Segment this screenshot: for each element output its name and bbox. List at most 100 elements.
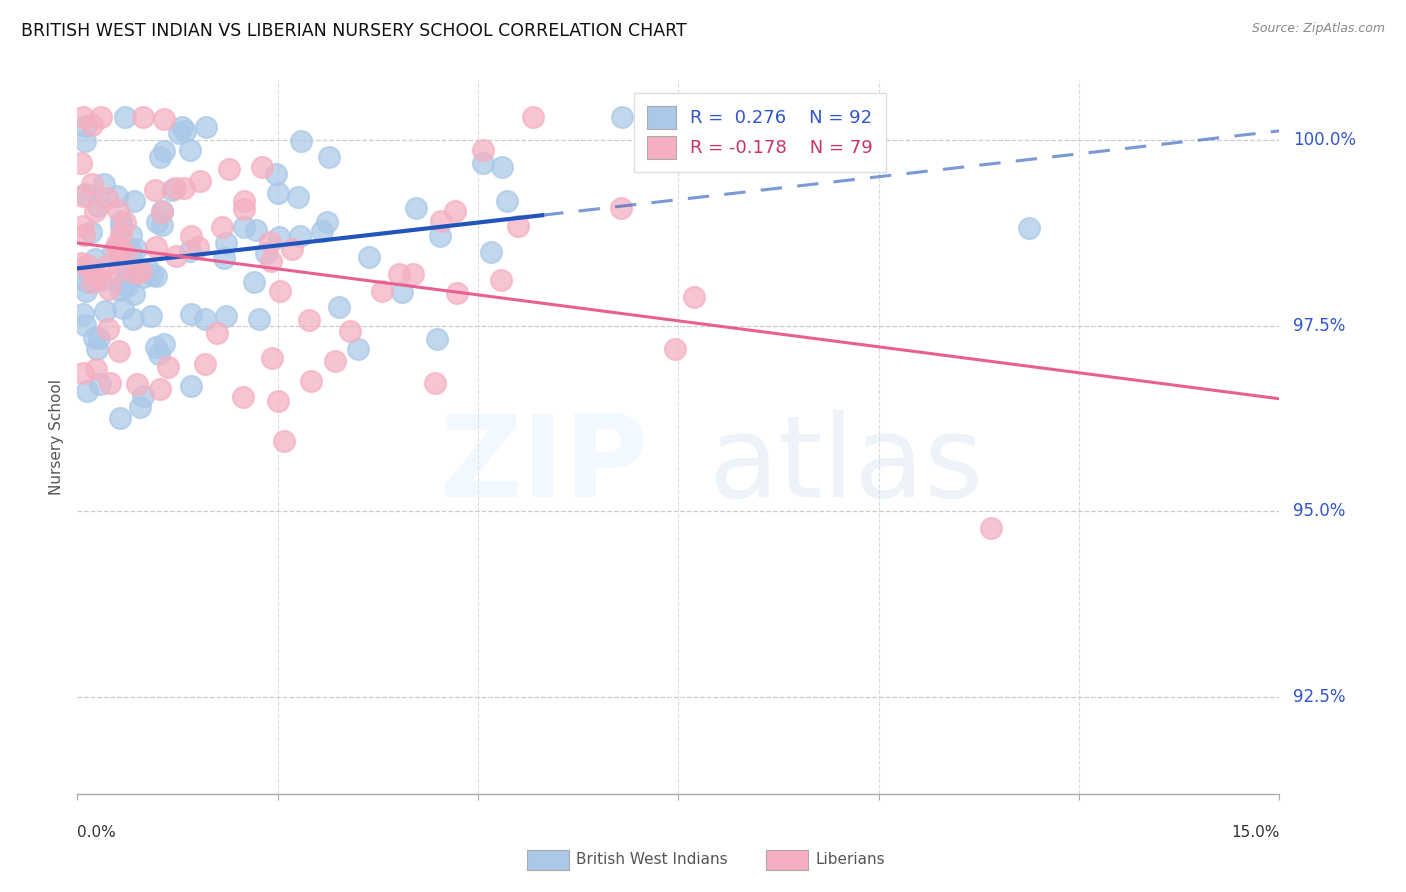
Point xyxy=(112,277,135,292)
Point xyxy=(73,134,96,148)
Point xyxy=(506,219,529,233)
Text: 0.0%: 0.0% xyxy=(77,825,117,840)
Point xyxy=(299,374,322,388)
Point xyxy=(75,120,97,134)
Point xyxy=(167,126,190,140)
Point xyxy=(242,275,264,289)
Point xyxy=(97,282,120,296)
Point xyxy=(233,194,256,209)
Point xyxy=(165,249,187,263)
Point xyxy=(682,290,704,304)
Point xyxy=(269,284,291,298)
Point xyxy=(90,273,112,287)
Point xyxy=(121,311,143,326)
Point xyxy=(429,214,451,228)
Point xyxy=(298,313,321,327)
Point xyxy=(87,199,110,213)
Text: 95.0%: 95.0% xyxy=(1294,502,1346,520)
Point xyxy=(148,347,170,361)
Point xyxy=(83,331,105,345)
Point xyxy=(179,244,201,258)
Point xyxy=(107,202,129,217)
Point xyxy=(214,236,236,251)
Point xyxy=(1018,220,1040,235)
Point xyxy=(145,340,167,354)
Point xyxy=(120,227,142,242)
Point xyxy=(495,194,517,208)
Point xyxy=(429,229,451,244)
Point xyxy=(145,214,167,228)
Text: 100.0%: 100.0% xyxy=(1294,131,1357,149)
Point xyxy=(108,243,131,257)
Point xyxy=(70,261,93,276)
Point xyxy=(75,284,97,298)
Point xyxy=(72,111,94,125)
Text: 15.0%: 15.0% xyxy=(1232,825,1279,840)
Point xyxy=(471,156,494,170)
Point xyxy=(110,283,132,297)
Point xyxy=(357,250,380,264)
Point xyxy=(114,246,136,260)
Point xyxy=(112,301,135,315)
Point xyxy=(72,307,94,321)
Point xyxy=(339,324,361,338)
Text: British West Indians: British West Indians xyxy=(576,853,728,867)
Point xyxy=(232,219,254,234)
Point xyxy=(89,111,111,125)
Point xyxy=(70,256,93,270)
Point xyxy=(180,379,202,393)
Point xyxy=(72,367,94,381)
Point xyxy=(141,268,163,283)
Point xyxy=(267,394,290,409)
Point xyxy=(267,186,290,201)
Point xyxy=(83,252,105,267)
Point xyxy=(114,215,136,229)
Point xyxy=(194,312,217,326)
Point xyxy=(72,188,94,202)
Point xyxy=(70,156,93,170)
Point xyxy=(110,227,132,241)
Text: BRITISH WEST INDIAN VS LIBERIAN NURSERY SCHOOL CORRELATION CHART: BRITISH WEST INDIAN VS LIBERIAN NURSERY … xyxy=(21,22,688,40)
Point xyxy=(264,167,287,181)
Point xyxy=(402,267,425,281)
Point xyxy=(153,337,176,351)
Point xyxy=(76,384,98,399)
Point xyxy=(153,145,176,159)
Point xyxy=(117,260,139,275)
Point xyxy=(79,225,101,239)
Point xyxy=(136,261,159,276)
Point xyxy=(489,273,512,287)
Point xyxy=(120,245,142,260)
Point xyxy=(522,111,544,125)
Point xyxy=(259,235,281,250)
Point xyxy=(472,143,495,157)
Point xyxy=(165,181,187,195)
Point xyxy=(269,230,291,244)
Point xyxy=(131,270,153,285)
Point xyxy=(86,342,108,356)
Point xyxy=(180,307,202,321)
Point xyxy=(405,201,427,215)
Point xyxy=(174,124,197,138)
Point xyxy=(156,360,179,375)
Point xyxy=(150,219,173,233)
Point xyxy=(84,362,107,376)
Point xyxy=(129,264,152,278)
Point xyxy=(254,245,277,260)
Point xyxy=(145,240,167,254)
Point xyxy=(247,311,270,326)
Point xyxy=(323,353,346,368)
Point xyxy=(245,223,267,237)
Point xyxy=(664,342,686,356)
Point xyxy=(288,229,311,244)
Point xyxy=(96,191,118,205)
Point xyxy=(105,237,128,252)
Point xyxy=(94,303,117,318)
Point xyxy=(187,239,209,253)
Point xyxy=(87,331,110,345)
Point xyxy=(215,309,238,323)
Point xyxy=(124,194,146,208)
Point xyxy=(610,201,633,215)
Point xyxy=(107,344,129,359)
Text: Source: ZipAtlas.com: Source: ZipAtlas.com xyxy=(1251,22,1385,36)
